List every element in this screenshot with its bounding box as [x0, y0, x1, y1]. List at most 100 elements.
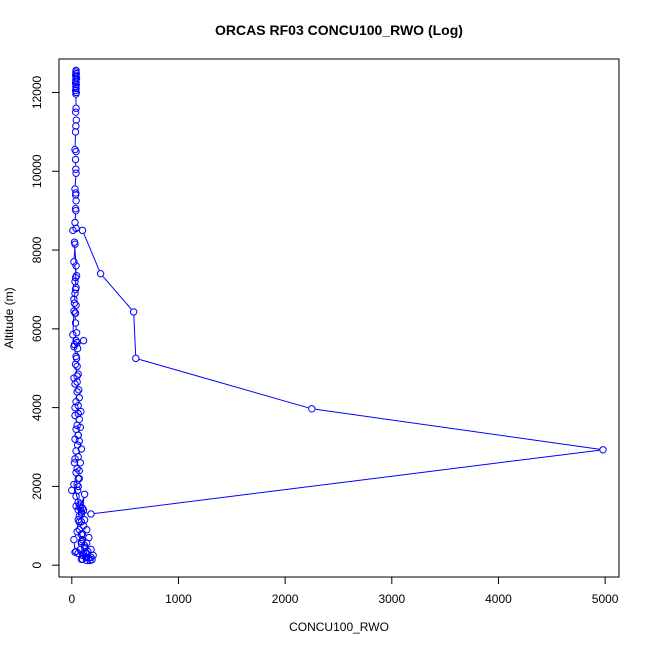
data-point — [75, 474, 83, 483]
data-point — [71, 403, 79, 412]
data-point — [72, 447, 80, 455]
data-point — [72, 104, 80, 112]
data-point — [599, 446, 607, 454]
data-point — [79, 336, 88, 345]
data-point — [78, 535, 87, 544]
data-point — [72, 147, 80, 156]
data-point — [71, 411, 79, 420]
series-segment — [83, 233, 100, 271]
series-layer — [68, 66, 607, 565]
data-point — [72, 197, 80, 205]
series-segment — [315, 408, 600, 450]
data-point — [72, 262, 80, 270]
series-segment — [72, 314, 75, 332]
data-point — [74, 549, 82, 558]
data-point — [78, 226, 87, 235]
data-point — [72, 329, 81, 337]
y-tick-label: 10000 — [30, 154, 44, 188]
data-point — [72, 271, 81, 280]
data-point — [70, 258, 78, 266]
data-point — [308, 405, 316, 413]
data-point — [76, 500, 85, 508]
series-segment — [133, 315, 137, 355]
y-axis-label: Altitude (m) — [2, 287, 16, 348]
y-tick-label: 0 — [30, 562, 44, 569]
y-axis: 0 2000 4000 6000 8000 10000 12000 — [30, 75, 60, 569]
data-point — [73, 388, 81, 396]
data-point — [71, 319, 80, 327]
data-point — [87, 510, 95, 518]
data-point — [71, 285, 80, 294]
data-point — [83, 526, 91, 534]
data-point — [75, 386, 83, 394]
x-tick-label: 5000 — [592, 592, 619, 606]
y-tick-label: 6000 — [30, 315, 44, 342]
series-segment — [74, 176, 77, 186]
series-segment — [82, 537, 86, 541]
data-point — [77, 518, 86, 526]
data-point — [73, 464, 81, 473]
data-point — [72, 169, 80, 177]
data-point — [80, 490, 89, 498]
data-point — [70, 342, 78, 351]
data-point — [72, 502, 80, 510]
data-point — [71, 360, 80, 368]
data-point — [71, 380, 79, 388]
data-point — [73, 421, 81, 430]
data-point — [71, 108, 80, 116]
data-point — [71, 455, 79, 463]
series-segment — [139, 358, 309, 409]
data-point — [70, 535, 78, 544]
series-segment — [81, 554, 83, 557]
data-point — [70, 480, 78, 489]
x-axis-label: CONCU100_RWO — [289, 620, 389, 634]
data-point — [69, 331, 77, 339]
x-tick-label: 0 — [68, 592, 75, 606]
series-segment — [102, 276, 132, 310]
x-axis: 0 1000 2000 3000 4000 5000 — [68, 576, 619, 606]
data-point — [71, 128, 80, 136]
data-point — [70, 238, 79, 246]
data-point — [72, 352, 80, 361]
x-tick-label: 3000 — [378, 592, 405, 606]
data-point — [70, 299, 79, 307]
x-tick-label: 2000 — [272, 592, 299, 606]
data-point — [74, 482, 82, 491]
data-point — [70, 307, 78, 315]
y-tick-label: 12000 — [30, 75, 44, 109]
x-tick-label: 4000 — [485, 592, 512, 606]
y-tick-label: 8000 — [30, 236, 44, 263]
data-point — [72, 165, 80, 173]
data-point — [77, 530, 86, 539]
data-point — [83, 539, 91, 547]
data-point — [70, 459, 79, 467]
y-tick-label: 4000 — [30, 394, 44, 421]
data-point — [69, 226, 77, 235]
data-point — [78, 551, 87, 560]
data-point — [75, 526, 83, 534]
data-point — [83, 556, 91, 565]
data-point — [83, 549, 91, 558]
data-point — [71, 309, 80, 317]
chart-title: ORCAS RF03 CONCU100_RWO (Log) — [215, 22, 463, 38]
data-point — [72, 90, 80, 98]
data-point — [73, 362, 81, 370]
data-point — [87, 545, 95, 554]
data-point — [78, 504, 87, 512]
data-point — [71, 435, 79, 443]
data-point — [78, 555, 87, 563]
data-point — [72, 468, 80, 477]
data-point — [129, 308, 138, 316]
data-point — [71, 155, 80, 164]
y-tick-label: 2000 — [30, 473, 44, 500]
data-point — [76, 504, 85, 512]
data-point — [72, 206, 80, 215]
data-point — [72, 547, 80, 556]
x-tick-label: 1000 — [165, 592, 192, 606]
series-segment — [94, 449, 600, 515]
data-point — [71, 548, 79, 556]
data-point — [96, 269, 105, 278]
data-point — [132, 354, 140, 363]
